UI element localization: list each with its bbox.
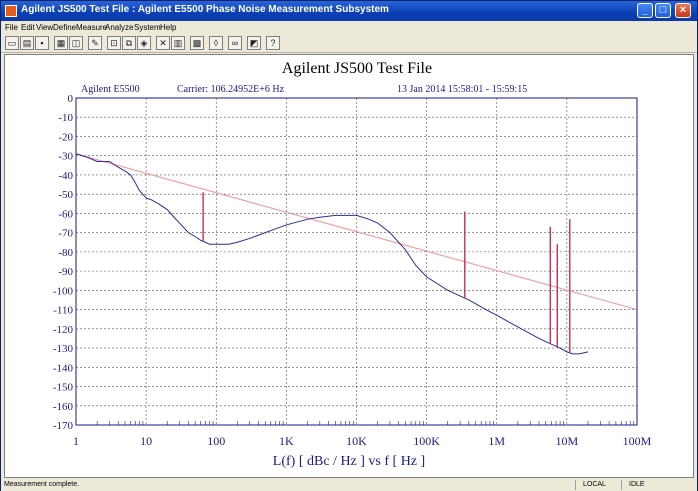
close-button[interactable]: × — [675, 3, 691, 18]
menu-system[interactable]: System — [134, 23, 161, 32]
grid — [75, 97, 638, 426]
y-tick-label: -60 — [58, 208, 73, 220]
y-tick-label: 0 — [68, 93, 74, 105]
y-tick-labels: 0 -10 -20 -30 -40 -50 -60 -70 -80 -90 -100 -110 -120… — [53, 93, 74, 432]
menu-analyze[interactable]: Analyze — [105, 23, 134, 32]
y-tick-label: -90 — [58, 266, 73, 278]
limit-line — [75, 153, 638, 311]
menu-measure[interactable]: Measure — [76, 23, 108, 32]
print-icon[interactable]: ▦ — [54, 36, 68, 50]
table-icon[interactable]: ▥ — [171, 36, 185, 50]
y-tick-label: -80 — [58, 247, 73, 259]
chart-icon[interactable]: ◩ — [247, 36, 261, 50]
y-tick-label: -150 — [53, 382, 74, 394]
x-tick-label: 100M — [623, 434, 652, 448]
status-message: Measurement complete. — [4, 481, 80, 488]
zoom-icon[interactable]: ⊡ — [107, 36, 121, 50]
marker-peak-icon[interactable]: ◊ — [209, 36, 223, 50]
menu-edit[interactable]: Edit — [21, 23, 35, 32]
marker-icon[interactable]: ◈ — [137, 36, 151, 50]
phase-noise-trace — [75, 153, 589, 355]
status-bar: Measurement complete. LOCAL IDLE — [1, 479, 697, 491]
chart-title: Agilent JS500 Test File — [282, 60, 432, 77]
y-tick-label: -20 — [58, 131, 73, 143]
plot-frame — [75, 97, 638, 426]
y-tick-label: -110 — [53, 305, 73, 317]
y-tick-label: -70 — [58, 228, 73, 240]
x-tick-label: 10M — [556, 434, 579, 448]
x-tick-label: 1M — [488, 434, 505, 448]
menu-file[interactable]: File — [5, 23, 18, 32]
open-folder-icon[interactable]: ▤ — [20, 36, 34, 50]
phase-noise-chart: Agilent JS500 Test File Agilent E5500 Ca… — [53, 60, 652, 469]
save-icon[interactable]: ▪ — [35, 36, 49, 50]
menu-define[interactable]: Define — [53, 23, 77, 32]
status-divider — [575, 480, 576, 490]
toolbar: ▭ ▤ ▪ ▦ ◫ ✎ ⊡ ⧉ ◈ ✕ ▥ ▩ ◊ ∞ ◩ ? — [1, 34, 697, 53]
x-tick-labels: 1 10 100 1K 10K 100K 1M 10M 100M — [73, 434, 652, 448]
y-tick-label: -100 — [53, 285, 74, 297]
x-tick-label: 100 — [207, 434, 225, 448]
x-tick-label: 10 — [140, 434, 152, 448]
y-tick-label: -30 — [58, 151, 73, 163]
app-icon[interactable] — [5, 5, 17, 17]
series-group — [75, 153, 638, 355]
maximize-button[interactable]: □ — [655, 3, 671, 18]
y-tick-label: -170 — [53, 420, 74, 432]
y-tick-label: -10 — [58, 112, 73, 124]
x-axis-label: L(f) [ dBc / Hz ] vs f [ Hz ] — [273, 454, 425, 469]
status-state: IDLE — [629, 481, 645, 488]
menu-view[interactable]: View — [36, 23, 54, 32]
status-mode: LOCAL — [583, 481, 606, 488]
y-tick-label: -50 — [58, 189, 73, 201]
print-preview-icon[interactable]: ◫ — [69, 36, 83, 50]
help-icon[interactable]: ? — [266, 36, 280, 50]
header-left: Agilent E5500 — [81, 84, 140, 95]
copy-icon[interactable]: ⧉ — [122, 36, 136, 50]
plot-area: Agilent JS500 Test File Agilent E5500 Ca… — [4, 54, 694, 478]
header-date: 13 Jan 2014 15:58:01 - 15:59:15 — [397, 84, 527, 95]
menu-bar: File Edit View Define Measure Analyze Sy… — [1, 21, 697, 34]
delete-icon[interactable]: ✕ — [156, 36, 170, 50]
scale-icon[interactable]: ∞ — [228, 36, 242, 50]
grid-icon[interactable]: ▩ — [190, 36, 204, 50]
y-tick-label: -130 — [53, 343, 74, 355]
window-title: Agilent JS500 Test File : Agilent E5500 … — [21, 4, 389, 15]
y-tick-label: -160 — [53, 401, 74, 413]
y-tick-label: -140 — [53, 362, 74, 374]
new-file-icon[interactable]: ▭ — [5, 36, 19, 50]
status-divider — [621, 480, 622, 490]
menu-help[interactable]: Help — [160, 23, 177, 32]
header-carrier: Carrier: 106.24952E+6 Hz — [177, 84, 285, 95]
x-tick-label: 1K — [279, 434, 294, 448]
y-tick-label: -40 — [58, 170, 73, 182]
y-tick-label: -120 — [53, 324, 74, 336]
x-tick-label: 10K — [346, 434, 367, 448]
x-tick-label: 1 — [73, 434, 79, 448]
x-tick-label: 100K — [413, 434, 440, 448]
draw-icon[interactable]: ✎ — [88, 36, 102, 50]
title-bar[interactable]: Agilent JS500 Test File : Agilent E5500 … — [1, 1, 697, 21]
minimize-button[interactable]: _ — [637, 3, 653, 18]
